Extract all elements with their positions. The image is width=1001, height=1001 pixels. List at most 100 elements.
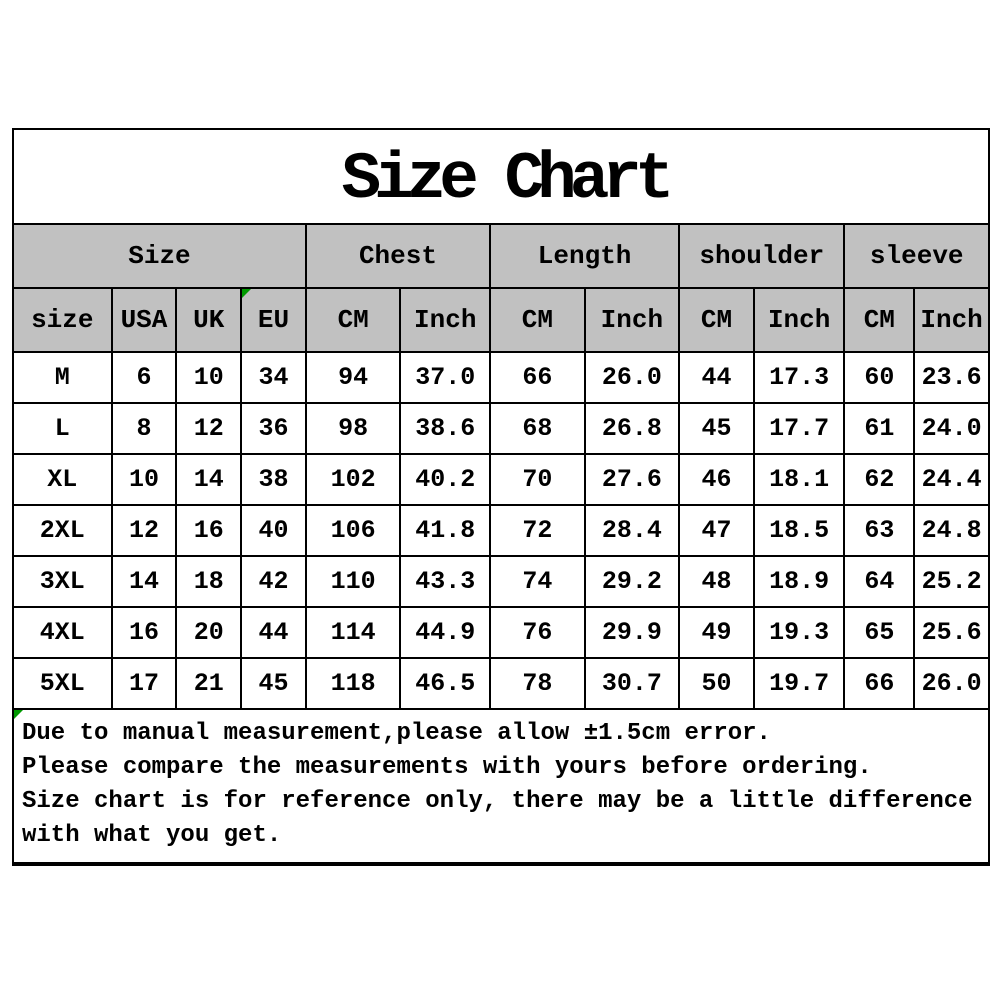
- table-row: 5XL 17 21 45 118 46.5 78 30.7 50 19.7 66 26.0: [13, 657, 989, 709]
- measurement-cell: 106: [304, 504, 402, 557]
- measurement-cell: 29.2: [583, 555, 681, 608]
- measurement-cell: 25.6: [913, 606, 989, 659]
- measurement-cell: 23.6: [913, 351, 989, 404]
- measurement-cell: 6: [110, 351, 178, 404]
- size-label-cell: M: [13, 351, 113, 404]
- measurement-cell: 62: [843, 453, 916, 506]
- measurement-cell: 102: [304, 453, 402, 506]
- measurement-cell: 30.7: [583, 657, 681, 709]
- measurement-cell: 114: [304, 606, 402, 659]
- table-group-header-row: Size Chest Length shoulder sleeve: [13, 224, 989, 289]
- measurement-cell: 40: [240, 504, 307, 557]
- column-header-size: size: [13, 287, 113, 353]
- size-table-head: Size Chest Length shoulder sleeve size U…: [13, 224, 989, 353]
- measurement-cell: 63: [843, 504, 916, 557]
- measurement-cell: 60: [843, 351, 916, 404]
- measurement-cell: 61: [843, 402, 916, 455]
- measurement-cell: 24.4: [913, 453, 989, 506]
- column-header-length-inch: Inch: [583, 287, 681, 353]
- column-header-chest-cm: CM: [304, 287, 402, 353]
- size-chart-panel: Size Chart Size Chest Length shoulder sl…: [12, 128, 990, 866]
- measurement-cell: 46: [678, 453, 755, 506]
- table-row: 4XL 16 20 44 114 44.9 76 29.9 49 19.3 65 25.6: [13, 606, 989, 659]
- measurement-cell: 47: [678, 504, 755, 557]
- measurement-cell: 25.2: [913, 555, 989, 608]
- column-header-sleeve-inch: Inch: [913, 287, 989, 353]
- measurement-cell: 34: [240, 351, 307, 404]
- measurement-cell: 44: [678, 351, 755, 404]
- measurement-cell: 118: [304, 657, 402, 709]
- column-header-shoulder-cm: CM: [678, 287, 755, 353]
- group-header-sleeve: sleeve: [843, 224, 989, 289]
- measurement-cell: 38: [240, 453, 307, 506]
- measurement-cell: 72: [489, 504, 586, 557]
- measurement-cell: 18.1: [752, 453, 846, 506]
- table-row: 2XL 12 16 40 106 41.8 72 28.4 47 18.5 63 24.8: [13, 504, 989, 557]
- group-header-chest: Chest: [304, 224, 492, 289]
- note-line: Size chart is for reference only, there …: [22, 788, 973, 815]
- measurement-cell: 28.4: [583, 504, 681, 557]
- measurement-cell: 78: [489, 657, 586, 709]
- column-header-chest-inch: Inch: [399, 287, 492, 353]
- measurement-cell: 49: [678, 606, 755, 659]
- measurement-cell: 18.9: [752, 555, 846, 608]
- green-corner-flag-icon: [243, 290, 252, 298]
- measurement-cell: 65: [843, 606, 916, 659]
- table-row: 3XL 14 18 42 110 43.3 74 29.2 48 18.9 64 25.2: [13, 555, 989, 608]
- measurement-cell: 64: [843, 555, 916, 608]
- measurement-cell: 40.2: [399, 453, 492, 506]
- table-column-header-row: size USA UK EU CM Inch CM Inch CM Inch C…: [13, 287, 989, 353]
- measurement-cell: 37.0: [399, 351, 492, 404]
- column-header-eu: EU: [240, 287, 307, 353]
- measurement-cell: 38.6: [399, 402, 492, 455]
- green-corner-flag-icon: [14, 710, 23, 719]
- measurement-cell: 26.0: [913, 657, 989, 709]
- column-header-sleeve-cm: CM: [843, 287, 916, 353]
- column-header-usa: USA: [110, 287, 178, 353]
- measurement-cell: 20: [175, 606, 243, 659]
- measurement-cell: 42: [240, 555, 307, 608]
- column-header-length-cm: CM: [489, 287, 586, 353]
- size-label-cell: 3XL: [13, 555, 113, 608]
- measurement-cell: 19.3: [752, 606, 846, 659]
- measurement-cell: 70: [489, 453, 586, 506]
- measurement-cell: 110: [304, 555, 402, 608]
- measurement-cell: 12: [175, 402, 243, 455]
- measurement-cell: 68: [489, 402, 586, 455]
- measurement-cell: 98: [304, 402, 402, 455]
- size-label-cell: XL: [13, 453, 113, 506]
- measurement-cell: 19.7: [752, 657, 846, 709]
- size-label-cell: 2XL: [13, 504, 113, 557]
- measurement-cell: 17.3: [752, 351, 846, 404]
- measurement-cell: 26.8: [583, 402, 681, 455]
- measurement-cell: 41.8: [399, 504, 492, 557]
- measurement-cell: 17.7: [752, 402, 846, 455]
- measurement-cell: 44: [240, 606, 307, 659]
- measurement-cell: 46.5: [399, 657, 492, 709]
- table-row: XL 10 14 38 102 40.2 70 27.6 46 18.1 62 24.4: [13, 453, 989, 506]
- measurement-cell: 29.9: [583, 606, 681, 659]
- measurement-cell: 50: [678, 657, 755, 709]
- size-label-cell: 4XL: [13, 606, 113, 659]
- column-header-uk: UK: [175, 287, 243, 353]
- measurement-cell: 66: [843, 657, 916, 709]
- note-line: with what you get.: [22, 822, 282, 849]
- measurement-cell: 10: [110, 453, 178, 506]
- measurement-cell: 44.9: [399, 606, 492, 659]
- measurement-cell: 48: [678, 555, 755, 608]
- measurement-cell: 14: [175, 453, 243, 506]
- measurement-cell: 45: [240, 657, 307, 709]
- measurement-cell: 94: [304, 351, 402, 404]
- note-line: Due to manual measurement,please allow ±…: [22, 720, 771, 747]
- measurement-cell: 8: [110, 402, 178, 455]
- measurement-cell: 43.3: [399, 555, 492, 608]
- measurement-cell: 17: [110, 657, 178, 709]
- measurement-cell: 74: [489, 555, 586, 608]
- measurement-cell: 12: [110, 504, 178, 557]
- notes-panel: Due to manual measurement,please allow ±…: [14, 708, 988, 862]
- measurement-cell: 10: [175, 351, 243, 404]
- table-row: L 8 12 36 98 38.6 68 26.8 45 17.7 61 24.0: [13, 402, 989, 455]
- column-header-eu-label: EU: [257, 305, 290, 335]
- measurement-cell: 24.8: [913, 504, 989, 557]
